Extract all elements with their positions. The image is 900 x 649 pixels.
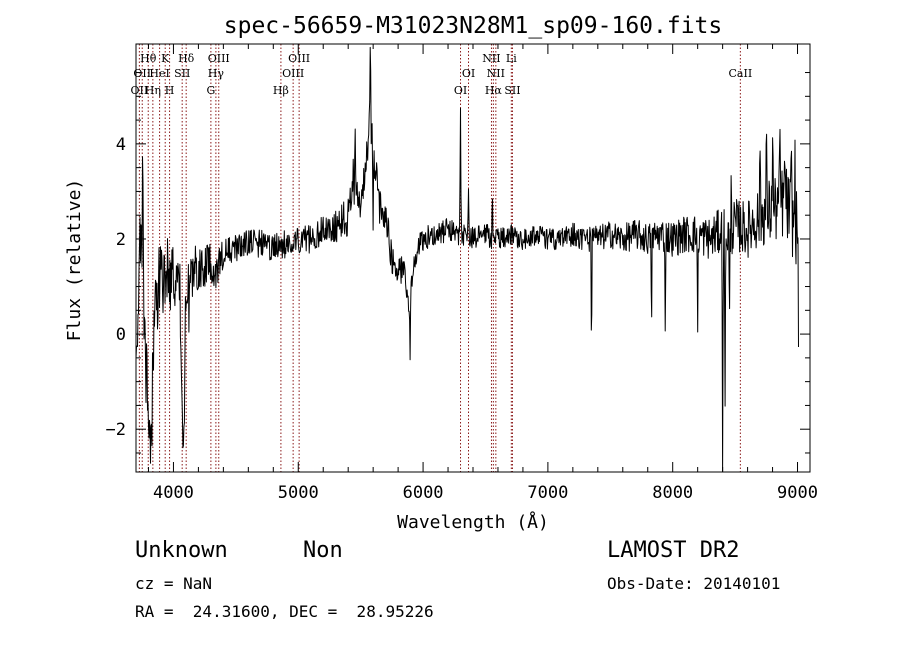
- y-tick-label-0: −2: [106, 420, 126, 440]
- spectrum-line: [135, 46, 799, 473]
- spectral-line-markers: [138, 44, 741, 472]
- x-tick-label-0: 4000: [153, 483, 194, 503]
- spectral-line-label-1: OII: [133, 67, 151, 80]
- y-axis-ticks: −2 0 2 4: [106, 72, 810, 454]
- sky-coordinates: RA = 24.31600, DEC = 28.95226: [135, 602, 434, 621]
- spectral-line-label-5: K: [161, 52, 170, 65]
- spectral-line-label-14: OIII: [288, 52, 310, 65]
- spectral-line-label-22: CaII: [729, 67, 753, 80]
- spectral-line-label-11: OIII: [208, 52, 230, 65]
- spectral-line-label-9: G: [206, 84, 215, 97]
- object-subclass: Non: [303, 538, 343, 563]
- y-tick-label-3: 4: [116, 135, 126, 155]
- spectral-line-label-15: OI: [454, 84, 467, 97]
- x-tick-label-2: 6000: [403, 483, 444, 503]
- x-tick-label-5: 9000: [777, 483, 818, 503]
- x-axis-label: Wavelength (Å): [397, 511, 549, 533]
- y-tick-label-1: 0: [116, 325, 126, 345]
- spectral-line-label-7: SII: [174, 67, 190, 80]
- spectral-line-label-20: Li: [506, 52, 517, 65]
- spectral-line-label-8: Hδ: [178, 52, 195, 65]
- y-tick-label-2: 2: [116, 230, 126, 250]
- spectral-line-label-16: OI: [462, 67, 475, 80]
- spectral-line-label-13: OIII: [282, 67, 304, 80]
- redshift-value: cz = NaN: [135, 574, 213, 593]
- survey-name: LAMOST DR2: [607, 538, 740, 563]
- chart-title: spec-56659-M31023N28M1_sp09-160.fits: [224, 13, 723, 39]
- x-tick-label-4: 8000: [652, 483, 693, 503]
- spectral-line-label-21: SII: [504, 84, 520, 97]
- object-class: Unknown: [135, 538, 228, 563]
- spectral-line-label-17: NII: [482, 52, 500, 65]
- observation-date: Obs-Date: 20140101: [607, 574, 781, 593]
- spectral-line-label-3: Hη: [145, 84, 161, 97]
- spectral-line-labels: OII OII Hθ Hη HeI K H SII Hδ G Hγ OIII Hβ OIII OIII OI O…: [131, 52, 753, 97]
- spectral-line-label-2: Hθ: [140, 52, 157, 65]
- spectral-line-label-12: Hβ: [273, 84, 289, 97]
- x-tick-label-3: 7000: [527, 483, 568, 503]
- spectral-line-label-4: HeI: [149, 67, 169, 80]
- spectral-line-label-10: Hγ: [208, 67, 225, 80]
- spectral-line-label-6: H: [165, 84, 175, 97]
- spectral-line-label-18: Hα: [485, 84, 503, 97]
- y-axis-label: Flux (relative): [64, 179, 85, 342]
- x-axis-ticks: 4000 5000 6000 7000 8000 9000: [147, 44, 818, 503]
- x-tick-label-1: 5000: [278, 483, 319, 503]
- spectral-line-label-19: NII: [487, 67, 505, 80]
- spectral-line-label-0: OII: [131, 84, 149, 97]
